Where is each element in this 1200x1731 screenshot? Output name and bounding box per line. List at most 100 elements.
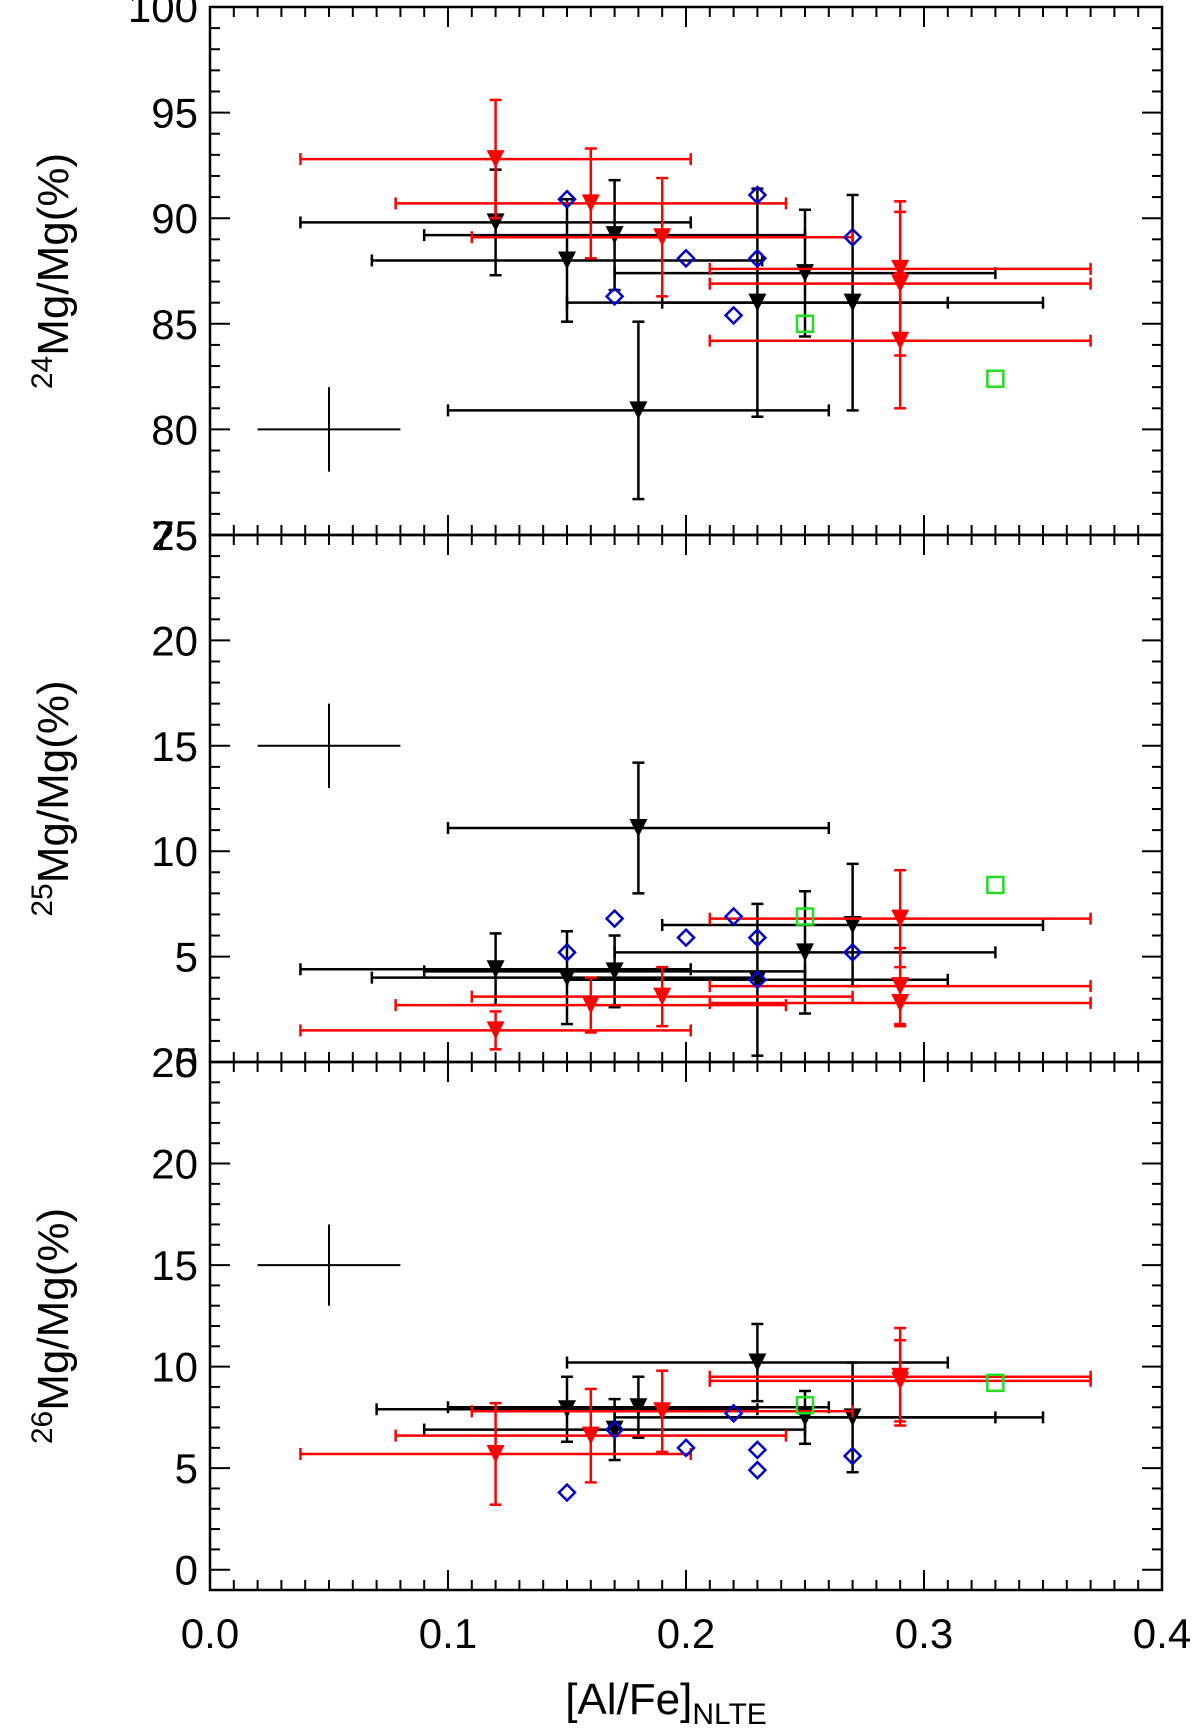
blue-diamond-point (747, 927, 768, 948)
black-triangle-point (796, 943, 814, 962)
red-triangle-point (486, 1021, 505, 1040)
y-axis-title: 24Mg/Mg(%) (26, 153, 78, 389)
y-ticks (210, 1081, 1162, 1571)
y-axis-title-superscript: 26 (26, 1411, 59, 1444)
y-tick-label: 0 (175, 1039, 198, 1086)
green-square-point (795, 314, 815, 334)
red-triangle-point (891, 331, 910, 350)
x-ticks (232, 7, 1140, 535)
red-triangle-point (486, 1444, 505, 1463)
y-axis-title-superscript: 25 (26, 883, 59, 916)
blue-diamond-point (747, 185, 768, 205)
black-triangle-point (843, 293, 862, 312)
y-axis-title-text: Mg/Mg(%) (29, 1208, 78, 1411)
black-triangle-point (629, 1398, 648, 1417)
green-square-point (986, 875, 1005, 895)
x-ticks (232, 1062, 1140, 1590)
y-ticks (210, 27, 1162, 515)
black-triangle-point (843, 915, 862, 934)
y-tick-label: 15 (151, 1242, 198, 1289)
red-triangle-point (581, 194, 600, 213)
green-square-point (795, 1395, 815, 1415)
black-triangle-point (748, 1353, 767, 1372)
y-tick-label: 15 (151, 723, 198, 770)
y-tick-label: 100 (128, 0, 198, 31)
x-axis-title: [Al/Fe]NLTE (565, 1675, 767, 1731)
y-axis-title: 25Mg/Mg(%) (26, 680, 78, 916)
y-tick-label: 95 (151, 90, 198, 137)
blue-diamond-point (842, 227, 863, 247)
y-tick-label: 80 (151, 406, 198, 453)
blue-diamond-point (676, 927, 696, 948)
blue-diamond-point (676, 248, 696, 269)
green-square-point (986, 369, 1005, 388)
y-tick-label: 75 (151, 512, 198, 559)
y-tick-label: 25 (151, 1039, 198, 1086)
black-triangle-point (843, 1408, 862, 1427)
x-axis-title-text: [Al/Fe] (565, 1675, 692, 1724)
blue-diamond-point (604, 908, 625, 929)
blue-diamond-point (723, 1403, 744, 1424)
blue-diamond-point (723, 906, 744, 927)
x-ticks (232, 535, 1140, 1062)
blue-diamond-point (723, 305, 744, 326)
red-triangle-point (581, 996, 600, 1015)
red-triangle-point (891, 1371, 910, 1390)
black-triangle-point (605, 226, 624, 245)
typical-error-cross (257, 387, 401, 472)
x-tick-label: 0.0 (181, 1610, 239, 1657)
y-tick-label: 5 (175, 934, 198, 981)
red-triangle-point (653, 228, 672, 247)
panel-frame (208, 1060, 1164, 1592)
red-triangle-point (581, 1426, 600, 1445)
y-tick-label: 85 (151, 301, 198, 348)
red-triangle-point (486, 150, 505, 169)
x-tick-label: 0.2 (657, 1610, 715, 1657)
x-tick-label: 0.1 (419, 1610, 477, 1657)
y-tick-label: 25 (151, 512, 198, 559)
blue-diamond-point (747, 970, 768, 990)
blue-diamond-point (604, 286, 625, 307)
black-triangle-point (629, 401, 648, 420)
panel-frame (208, 5, 1164, 537)
y-axis-title-superscript: 24 (26, 356, 59, 389)
blue-diamond-point (604, 1419, 625, 1440)
y-tick-label: 5 (175, 1445, 198, 1492)
y-axis-title: 26Mg/Mg(%) (26, 1208, 78, 1444)
y-tick-label: 90 (151, 195, 198, 242)
blue-diamond-point (747, 248, 768, 269)
black-triangle-point (486, 960, 505, 979)
blue-diamond-point (747, 1440, 768, 1460)
panel-frame (208, 533, 1164, 1064)
x-axis-title-subscript: NLTE (692, 1698, 766, 1731)
y-tick-label: 0 (175, 1547, 198, 1594)
blue-diamond-point (557, 942, 577, 963)
y-axis-title-text: Mg/Mg(%) (29, 680, 78, 883)
black-triangle-point (558, 1400, 576, 1419)
typical-error-cross (257, 1224, 401, 1306)
x-tick-label: 0.3 (895, 1610, 953, 1657)
y-ticks (210, 555, 1162, 1042)
x-tick-label: 0.4 (1133, 1610, 1191, 1657)
y-tick-label: 20 (151, 617, 198, 664)
blue-diamond-point (747, 1460, 768, 1480)
red-triangle-point (891, 909, 910, 928)
black-triangle-point (629, 819, 648, 838)
green-square-point (986, 1373, 1005, 1393)
blue-diamond-point (557, 1482, 577, 1503)
y-axis-title-text: Mg/Mg(%) (29, 153, 78, 356)
blue-diamond-point (557, 189, 577, 209)
blue-diamond-point (842, 942, 863, 963)
blue-diamond-point (676, 1438, 696, 1458)
black-triangle-point (558, 251, 576, 270)
black-triangle-point (605, 962, 624, 981)
red-triangle-point (653, 987, 672, 1006)
red-triangle-point (653, 1402, 672, 1421)
blue-diamond-point (842, 1446, 863, 1466)
panel-1: 75 80 85 90 95 100 24Mg/Mg(%) (26, 0, 1164, 559)
panel-3: 0 5 10 15 20 25 26Mg/Mg(%) (26, 1039, 1164, 1594)
y-tick-label: 10 (151, 1344, 198, 1391)
y-tick-label: 10 (151, 828, 198, 875)
